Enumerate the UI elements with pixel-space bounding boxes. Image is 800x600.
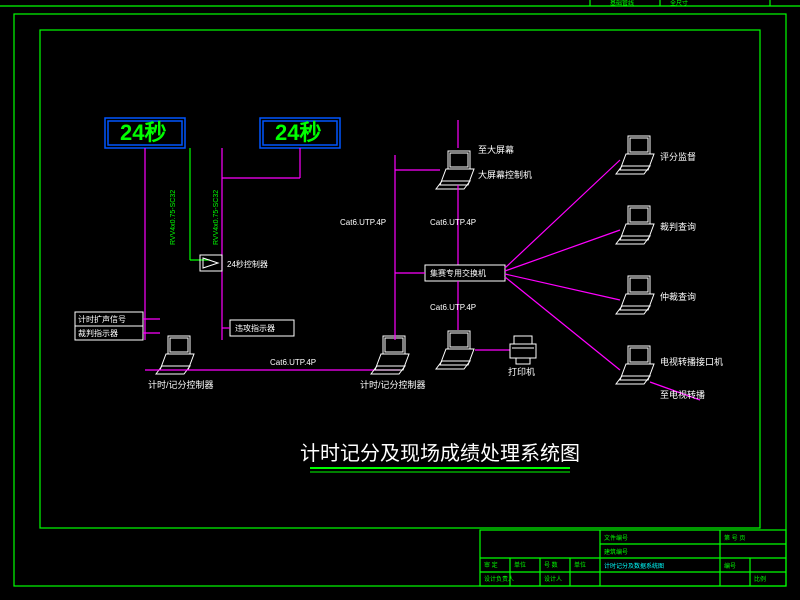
cat6-label-bus: Cat6.UTP.4P (270, 358, 316, 367)
violation-box: 违攻指示器 (230, 320, 294, 336)
svg-text:计时/记分控制器: 计时/记分控制器 (148, 379, 214, 390)
svg-text:计时扩声信号: 计时扩声信号 (78, 314, 126, 324)
switch: 集赛专用交换机 (425, 265, 505, 281)
big-screen-ctrl: 大屏幕控制机 至大屏幕 (436, 120, 532, 189)
svg-text:比例: 比例 (754, 575, 766, 583)
svg-text:打印机: 打印机 (508, 366, 535, 377)
pc-arbitration: 仲裁查询 (616, 276, 696, 314)
timer-right: 24秒 (260, 118, 340, 148)
svg-text:仲裁查询: 仲裁查询 (660, 291, 696, 302)
cable-label-vert-right: RVV4x0.75-SC32 (213, 190, 220, 245)
cat6-label-2: Cat6.UTP.4P (430, 218, 476, 227)
svg-text:违攻指示器: 违攻指示器 (235, 323, 275, 333)
svg-text:第 号 页: 第 号 页 (724, 534, 745, 542)
svg-text:审 定: 审 定 (484, 561, 498, 569)
timing-controller-left: 计时/记分控制器 (148, 336, 214, 390)
svg-text:24秒控制器: 24秒控制器 (227, 259, 268, 269)
svg-text:裁判指示器: 裁判指示器 (78, 328, 118, 338)
printer: 打印机 (508, 336, 536, 377)
cat6-left: Cat6.UTP.4P (340, 218, 386, 227)
svg-text:至电视转播: 至电视转播 (660, 389, 705, 400)
ctrl24-box: 24秒控制器 (200, 255, 268, 271)
title-block: 审 定 单位 号 数 单位 设计负责人 设计人 文件编号 建筑编号 计时记分及数… (480, 530, 786, 586)
svg-text:大屏幕控制机: 大屏幕控制机 (478, 169, 532, 180)
svg-text:编号: 编号 (724, 562, 736, 570)
sound-signal-boxes: 计时扩声信号 裁判指示器 (75, 312, 143, 340)
pc-review: 评分监督 (616, 136, 696, 174)
pc-judge: 裁判查询 (616, 206, 696, 244)
svg-text:单位: 单位 (514, 561, 526, 569)
svg-text:24秒: 24秒 (120, 120, 166, 145)
svg-text:评分监督: 评分监督 (660, 151, 696, 162)
svg-text:计时记分及数据系统图: 计时记分及数据系统图 (604, 562, 664, 570)
timer-left: 24秒 (105, 118, 185, 148)
svg-text:至大屏幕: 至大屏幕 (478, 144, 514, 155)
diagram-canvas: 基础管线 全尺寸 24秒 24秒 RVV4x0.75-SC32 RVV4x0.7… (0, 0, 800, 600)
ruler-label-2: 全尺寸 (670, 0, 688, 7)
cat6-label-3: Cat6.UTP.4P (430, 303, 476, 312)
diagram-title: 计时记分及现场成绩处理系统图 (300, 442, 580, 465)
pc-tv: 电视转播接口机 至电视转播 (616, 346, 723, 400)
svg-text:24秒: 24秒 (275, 120, 321, 145)
cable-label-vert-left: RVV4x0.75-SC32 (170, 190, 177, 245)
svg-text:文件编号: 文件编号 (604, 534, 628, 542)
svg-text:设计人: 设计人 (544, 575, 562, 583)
svg-text:电视转播接口机: 电视转播接口机 (660, 356, 723, 367)
svg-text:建筑编号: 建筑编号 (604, 548, 628, 556)
svg-text:单位: 单位 (574, 561, 586, 569)
ruler-label-1: 基础管线 (610, 0, 634, 7)
svg-text:计时/记分控制器: 计时/记分控制器 (360, 379, 426, 390)
svg-text:号 数: 号 数 (544, 561, 558, 569)
svg-text:设计负责人: 设计负责人 (484, 575, 514, 583)
bottom-pc (436, 331, 474, 369)
svg-text:集赛专用交换机: 集赛专用交换机 (430, 268, 486, 278)
svg-text:裁判查询: 裁判查询 (660, 221, 696, 232)
timing-controller-center: 计时/记分控制器 (360, 336, 426, 390)
